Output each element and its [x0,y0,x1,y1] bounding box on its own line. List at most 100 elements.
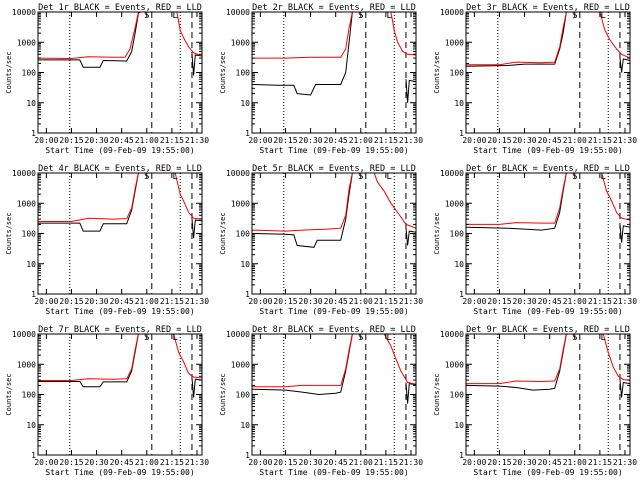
y-tick-label: 1 [459,451,464,460]
panel-title: Det 8r BLACK = Events, RED = LLD [252,325,416,335]
x-tick-label: 20:00 [462,136,486,145]
x-tick-label: 21:30 [185,136,209,145]
events-series-line [405,79,416,103]
x-tick-label: 21:15 [374,297,398,306]
panel-title: Det 9r BLACK = Events, RED = LLD [466,325,630,335]
x-tick-label: 21:00 [349,297,373,306]
plot-frame [37,172,203,295]
x-tick-label: 21:30 [613,136,637,145]
x-tick-label: 20:00 [34,136,58,145]
x-tick-label: 20:45 [324,458,348,467]
x-tick-label: 21:00 [135,136,159,145]
detector-panel: Det 3r BLACK = Events, RED = LLD 1 10 100 10… [433,3,637,155]
x-tick-label: 21:00 [135,458,159,467]
y-tick-label: 1 [245,129,250,138]
events-series-line [466,12,567,67]
event-marker-label: S [144,333,149,343]
event-marker-label: L [601,11,606,21]
x-tick-label: 21:15 [160,297,184,306]
y-tick-label: 10 [454,260,464,269]
y-tick-label: 100 [450,391,465,400]
panel-title: Det 1r BLACK = Events, RED = LLD [38,3,202,13]
lld-series-line [599,12,630,59]
x-tick-label: 21:00 [563,136,587,145]
y-tick-label: 1 [459,129,464,138]
event-marker-label: L [387,333,392,343]
events-series-line [405,228,416,246]
events-series-line [191,377,202,398]
x-tick-label: 21:15 [374,136,398,145]
x-tick-label: 20:15 [59,136,83,145]
lld-series-line [601,173,630,221]
x-tick-label: 20:30 [513,136,537,145]
y-tick-label: 10000 [226,169,250,178]
event-marker-label: L [173,11,178,21]
y-tick-label: 1000 [445,38,464,47]
y-tick-label: 10 [240,260,250,269]
x-tick-label: 20:30 [299,136,323,145]
plot-frame [251,172,417,295]
y-tick-label: 1 [245,290,250,299]
x-tick-label: 21:00 [563,458,587,467]
lld-series-line [176,12,202,57]
x-tick-label: 20:45 [110,297,134,306]
events-series-line [191,219,202,239]
detector-panel: Det 9r BLACK = Events, RED = LLD 1 10 100 10… [433,325,637,477]
lld-series-line [252,173,353,232]
x-axis-title: Start Time (09-Feb-09 19:55:00) [45,307,194,316]
x-axis-title: Start Time (09-Feb-09 19:55:00) [259,468,408,477]
lld-series-line [602,334,630,381]
y-tick-label: 10 [26,260,36,269]
plot-frame [251,333,417,456]
panel-title: Det 5r BLACK = Events, RED = LLD [252,164,416,174]
y-tick-label: 100 [22,69,37,78]
x-tick-label: 20:45 [110,458,134,467]
events-series-line [38,12,141,68]
detector-panel: Det 1r BLACK = Events, RED = LLD 1 10 100 10… [5,3,209,155]
detector-panel: Det 5r BLACK = Events, RED = LLD 1 10 100 10… [219,164,423,316]
x-tick-label: 20:30 [513,458,537,467]
events-series-line [466,334,567,391]
detector-panel: Det 4r BLACK = Events, RED = LLD 1 10 100 10… [5,164,209,316]
lld-series-line [466,334,567,385]
y-tick-label: 100 [22,391,37,400]
y-axis-title: Counts/sec [5,51,13,93]
x-tick-label: 20:45 [538,297,562,306]
events-series-line [405,382,416,404]
x-tick-label: 20:15 [487,297,511,306]
event-marker-label: S [144,11,149,21]
x-axis-title: Start Time (09-Feb-09 19:55:00) [45,468,194,477]
x-tick-label: 20:30 [299,297,323,306]
lld-series-line [173,334,202,379]
event-marker-label: S [572,11,577,21]
events-series-line [191,54,202,76]
lld-series-line [373,173,416,229]
x-tick-label: 21:00 [135,297,159,306]
y-tick-label: 10 [240,421,250,430]
y-tick-label: 100 [22,230,37,239]
y-tick-label: 10000 [440,330,464,339]
plot-frame [251,11,417,134]
panel-title: Det 3r BLACK = Events, RED = LLD [466,3,630,13]
y-tick-label: 100 [236,69,251,78]
x-axis-title: Start Time (09-Feb-09 19:55:00) [259,307,408,316]
lld-series-line [38,12,139,60]
x-tick-label: 21:30 [185,458,209,467]
y-tick-label: 1000 [231,360,250,369]
y-axis-title: Counts/sec [219,51,227,93]
y-axis-title: Counts/sec [5,373,13,415]
events-series-line [252,12,353,96]
y-axis-title: Counts/sec [5,212,13,254]
x-tick-label: 21:30 [613,297,637,306]
x-tick-label: 20:30 [85,136,109,145]
y-tick-label: 10000 [12,8,36,17]
y-tick-label: 10000 [440,8,464,17]
events-series-line [466,173,567,231]
event-marker-label: S [358,11,363,21]
panel-title: Det 6r BLACK = Events, RED = LLD [466,164,630,174]
lld-series-line [383,334,416,385]
plot-frame [37,11,203,134]
y-tick-label: 10000 [12,169,36,178]
detector-panel: Det 2r BLACK = Events, RED = LLD 1 10 100 10… [219,3,423,155]
